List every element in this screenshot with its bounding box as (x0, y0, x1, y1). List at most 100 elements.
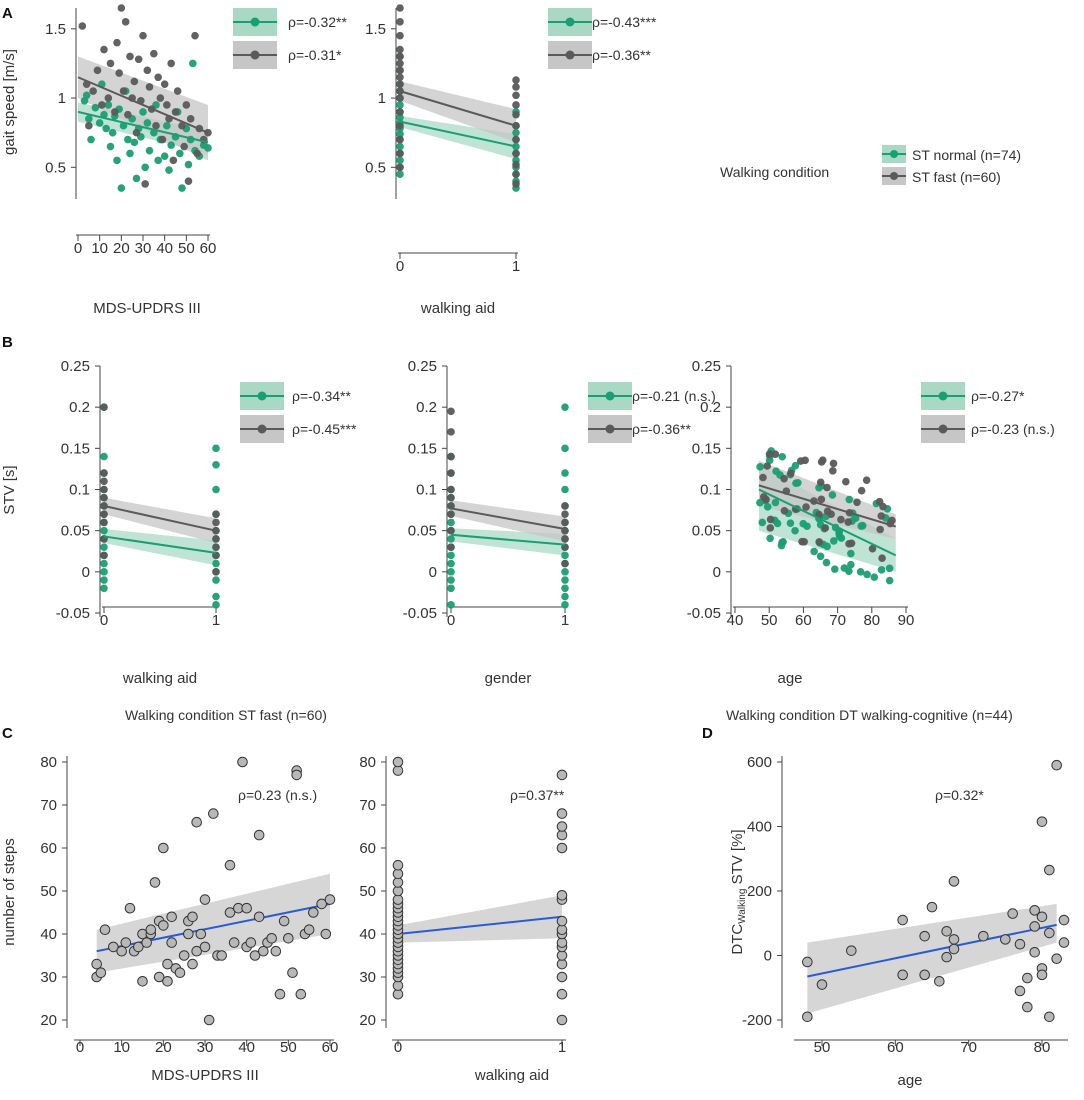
data-point (556, 808, 568, 819)
data-point-st-normal (772, 467, 780, 475)
data-point (1058, 937, 1070, 948)
y-tick-label: 0.25 (61, 358, 90, 375)
data-point-st-fast (212, 568, 220, 576)
x-tick-label: 40 (238, 1039, 255, 1056)
data-point-st-normal (100, 576, 108, 584)
data-point-st-fast (169, 156, 178, 165)
y-tick-label: 80 (40, 754, 57, 771)
data-point-st-normal (758, 518, 767, 527)
data-point-st-normal (447, 518, 455, 527)
data-point (1007, 908, 1018, 919)
data-point-st-fast (85, 121, 93, 130)
x-tick-label: 0 (447, 612, 455, 629)
data-point-st-normal (447, 559, 455, 568)
data-point-st-fast (512, 135, 520, 144)
rho-legend: ρ=-0.43*** ρ=-0.36** (548, 8, 657, 69)
rho-legend-label: ρ=-0.45*** (292, 421, 357, 437)
x-axis-title: gender (485, 670, 532, 687)
data-point-st-fast (512, 101, 520, 109)
data-point-st-normal (91, 103, 100, 112)
regression-line-st-normal (77, 110, 209, 144)
data-point-st-fast (100, 45, 108, 54)
rho-legend: ρ=-0.34** ρ=-0.45*** (240, 382, 357, 443)
data-point-st-fast (796, 457, 805, 465)
chart-d: -200 0 200 400 600 50 60 70 80 age DTCWalking STV … (729, 754, 1070, 1089)
regression-line-st-normal (103, 535, 217, 554)
data-point-st-fast (396, 121, 404, 130)
data-point-st-normal (143, 119, 152, 127)
data-point-st-fast (396, 18, 404, 26)
data-point-st-fast (106, 59, 115, 68)
y-tick-label: 0.05 (408, 523, 437, 540)
data-point-st-fast (816, 478, 825, 487)
x-tick-label: 40 (156, 240, 173, 257)
chart-a1: 0.5 1 1.5 0 10 20 30 40 50 60 MDS-UPDRS III gait sp… (1, 4, 347, 317)
x-tick-label: 0 (76, 1039, 84, 1056)
regression-line (397, 915, 563, 935)
data-point (556, 890, 568, 901)
y-tick-label: 0 (713, 564, 721, 581)
data-point-st-fast (766, 515, 775, 524)
data-point (948, 943, 960, 955)
x-tick-label: 90 (898, 612, 915, 629)
data-point-st-normal (845, 495, 854, 504)
data-point (199, 941, 211, 953)
regression-line-st-fast (77, 76, 209, 134)
data-point-st-normal (763, 502, 772, 511)
data-point-st-fast (180, 142, 188, 151)
rho-legend-marker (565, 50, 575, 60)
data-point-st-normal (786, 519, 795, 527)
confidence-band-st-normal (104, 529, 216, 566)
rho-legend: ρ=-0.21 (n.s.) ρ=-0.36** (588, 382, 716, 443)
data-point-st-normal (771, 498, 780, 507)
data-point (116, 945, 127, 957)
data-point-st-normal (160, 152, 169, 161)
y-tick-label: 0.1 (69, 482, 90, 499)
chart-b3: -0.05 0 0.05 0.1 0.15 0.2 0.25 40 50 60 70 80 90 age ρ… (687, 358, 1055, 687)
data-point-st-fast (115, 69, 123, 77)
y-axis-title: DTCWalking STV [%] (729, 829, 748, 954)
data-point (897, 969, 908, 981)
data-point-st-normal (145, 146, 154, 155)
data-point (919, 930, 930, 942)
data-point-st-normal (756, 498, 764, 507)
data-point-st-normal (132, 174, 141, 183)
data-point-st-fast (100, 551, 108, 560)
data-point (1044, 864, 1055, 876)
data-point (203, 1014, 215, 1026)
data-point-st-fast (117, 4, 126, 12)
y-tick-label: 60 (359, 840, 376, 857)
chart-c2: 20 30 40 50 60 70 80 0 1 walking aid ρ=0.37** (359, 754, 568, 1084)
data-point-st-fast (134, 55, 143, 64)
data-point (208, 808, 219, 819)
y-tick-label: 0.05 (692, 523, 721, 540)
data-point (166, 911, 177, 923)
x-axis-title: MDS-UPDRS III (93, 300, 201, 317)
data-point-st-normal (840, 564, 849, 572)
x-tick-label: 50 (178, 240, 195, 257)
data-point (162, 976, 173, 987)
data-point-st-normal (100, 452, 108, 461)
data-point-st-normal (396, 142, 404, 151)
y-tick-label: 0.15 (61, 440, 90, 457)
data-point-st-fast (143, 66, 152, 75)
data-point-st-fast (447, 469, 455, 477)
data-point (556, 971, 568, 983)
data-point (137, 976, 148, 987)
y-axis-title: gait speed [m/s] (1, 49, 18, 155)
rho-legend-marker (565, 17, 575, 27)
data-point-st-fast (447, 543, 455, 551)
data-point-st-normal (816, 552, 825, 561)
data-point-st-fast (158, 135, 167, 144)
data-point-st-normal (885, 576, 894, 585)
data-point-st-normal (561, 444, 569, 453)
x-tick-label: 0 (100, 612, 108, 629)
title-panel-d: Walking condition DT walking-cognitive (… (726, 707, 1013, 723)
data-point-st-fast (396, 52, 404, 61)
data-point-st-normal (561, 568, 569, 576)
chart-b1: -0.05 0 0.05 0.1 0.15 0.2 0.25 0 1 walking aid STV… (1, 358, 357, 687)
y-tick-label: 0.1 (700, 482, 721, 499)
legend-marker-st-normal (890, 150, 898, 158)
data-point-st-fast (447, 485, 455, 494)
